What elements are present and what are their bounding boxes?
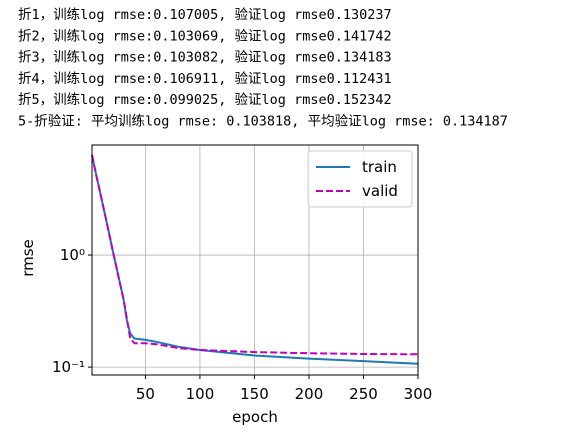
- plot-frame: [91, 144, 419, 376]
- x-tick-label: 250: [349, 385, 378, 403]
- y-tick-label: 10⁰: [60, 246, 85, 264]
- x-tick-label: 300: [404, 385, 433, 403]
- output-line: 5-折验证: 平均训练log rmse: 0.103818, 平均验证log r…: [18, 114, 508, 130]
- series-line: [91, 154, 419, 365]
- x-tick-label: 200: [295, 385, 324, 403]
- legend-label: valid: [362, 182, 398, 200]
- output-line: 折5，训练log rmse:0.099025, 验证log rmse0.1523…: [18, 92, 392, 108]
- x-axis-label: epoch: [232, 408, 278, 426]
- legend-box: [307, 150, 413, 208]
- x-tick-label: 100: [186, 385, 215, 403]
- output-line: 折3，训练log rmse:0.103082, 验证log rmse0.1341…: [18, 50, 392, 66]
- output-line: 折1，训练log rmse:0.107005, 验证log rmse0.1302…: [18, 7, 392, 23]
- legend-label: train: [362, 158, 397, 176]
- series-line: [91, 154, 419, 356]
- output-line: 折2，训练log rmse:0.103069, 验证log rmse0.1417…: [18, 28, 392, 44]
- output-line: 折4，训练log rmse:0.106911, 验证log rmse0.1124…: [18, 71, 392, 87]
- x-tick-label: 150: [240, 385, 269, 403]
- y-axis-label: rmse: [19, 239, 37, 277]
- x-tick-label: 50: [136, 385, 155, 403]
- y-tick-label: 10⁻¹: [52, 358, 85, 376]
